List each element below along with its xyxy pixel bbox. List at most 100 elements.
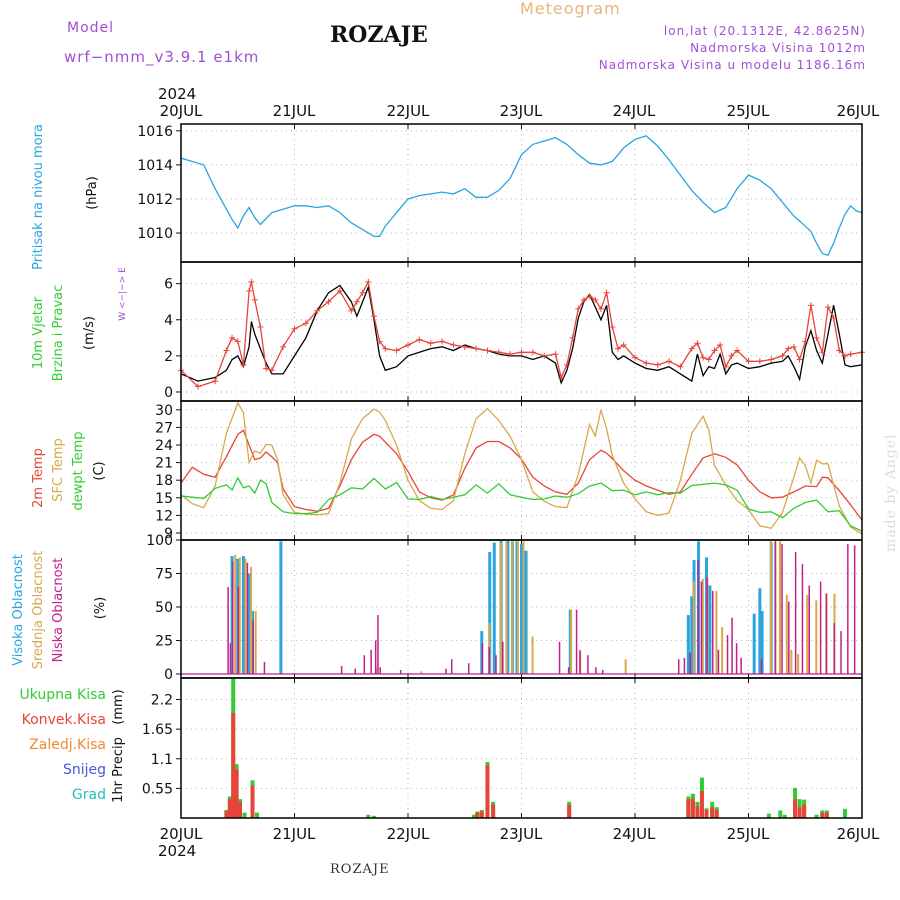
precip-unit-label: (mm) [111,689,126,724]
precip-bar [778,810,783,818]
cloud-bar [234,554,237,674]
panel-1: 1010 1012 1014 1016 [137,123,863,263]
panel-frame [180,677,863,819]
gust-marker [212,378,219,385]
cloud-bar [686,615,690,674]
precip-bar [704,809,709,818]
y-tick-label: 12 [155,508,173,524]
gust-marker [813,334,820,341]
cloud-bar [815,600,818,674]
y-tick-label: 1012 [137,192,173,208]
gust-marker [405,342,411,349]
cloud-bar [511,541,514,674]
precip-bar [234,769,239,818]
precip-bar [567,804,572,818]
cloud-bar [774,541,776,674]
gust-marker [268,367,275,374]
bottom-date-label: 25JUL [727,825,770,843]
gust-marker [495,349,502,356]
gust-marker [370,313,377,320]
gust-marker [824,304,831,311]
gust-marker [251,296,258,303]
chart-title: ROZAJE [330,22,428,48]
gust-marker [518,349,525,356]
gust-marker [609,323,616,330]
y-tick-label: 0 [164,667,173,683]
cloud-bar [833,623,835,674]
cloud-bar [781,544,783,674]
precip-bar [255,812,260,818]
cloud-bar [445,668,447,674]
gust-marker [382,345,389,352]
gust-marker [325,298,332,305]
cloud-bar [797,653,800,674]
cloud-bar [601,669,604,674]
gust-marker [427,340,434,347]
footer-station: ROZAJE [330,862,390,877]
cloud-bar [399,669,402,674]
y-tick-label: 24 [155,438,173,454]
meteogram-label: Meteogram [520,0,621,18]
cloud-bar [801,564,804,674]
bottom-time-axis: 20JUL 21JUL 22JUL 23JUL 24JUL 25JUL 26JU… [160,825,880,843]
precip-legend: Ukupna Kisa Konvek.Kisa Zaledj.Kisa Snij… [19,687,106,803]
cloud-bar [370,649,372,674]
cloud-bar [595,667,597,674]
cloud-bar [677,659,680,674]
cloud-bar [247,573,251,674]
bottom-date-label: 20JUL [160,825,203,843]
cloud-bar [760,659,763,674]
precip-bar [797,807,802,818]
gust-marker [359,289,366,296]
pressure-unit-label: (hPa) [85,176,100,210]
wind-axis-label-2: Brzina i Pravac [51,285,66,382]
precip-bar [690,798,695,818]
precip-bar [820,812,825,818]
cloud-low-axis-label: Niska Oblacnost [51,558,66,663]
top-year-label: 2024 [158,85,196,103]
top-time-axis: 20JUL 21JUL 22JUL 23JUL 24JUL 25JUL 26JU… [160,102,880,120]
cloud-bar [752,613,756,674]
cloud-bar [819,581,822,674]
cloud-bar [731,617,733,674]
cloud-bar [790,649,793,674]
dewpt-axis-label: dewpt Temp [71,431,86,510]
gust-marker [728,352,735,359]
cloud-bar [853,545,856,674]
precip-bar [824,812,829,818]
legend-item-grad: Grad [72,787,106,803]
cloud-bar [227,586,229,674]
gust-marker [291,325,298,332]
gust-marker [393,347,400,354]
cloud-bar [377,615,379,674]
y-tick-label: 100 [146,533,173,549]
cloud-bar [229,643,232,674]
gust-marker [603,289,610,296]
cloud-bar [246,562,249,674]
gust-marker [643,360,650,367]
cloud-bar [505,541,508,674]
tsfc-axis-label: SFC Temp [51,438,66,502]
gust-marker [722,363,729,370]
y-tick-label: 6 [164,277,173,293]
gust-marker [666,358,673,365]
gust-marker [597,305,604,312]
cloud-bar [244,558,247,674]
y-tick-label: 75 [155,566,173,582]
y-tick-label: 50 [155,600,173,616]
gust-marker [807,302,814,309]
precip-bar [814,814,819,818]
cloud-bar [488,647,490,674]
precip-bar [491,804,496,818]
precip-bar [250,785,255,818]
precip-bar [699,791,704,818]
cloud-bar [712,590,714,674]
gust-marker [694,340,701,347]
legend-item-zaledj-kisa: Zaledj.Kisa [29,737,106,753]
gust-marker [229,334,236,341]
legend-item-konvek-kisa: Konvek.Kisa [22,712,106,728]
model-name: wrf−nmm_v3.9.1 e1km [64,48,260,66]
gust-marker [790,343,797,350]
bottom-date-label: 26JUL [837,825,880,843]
